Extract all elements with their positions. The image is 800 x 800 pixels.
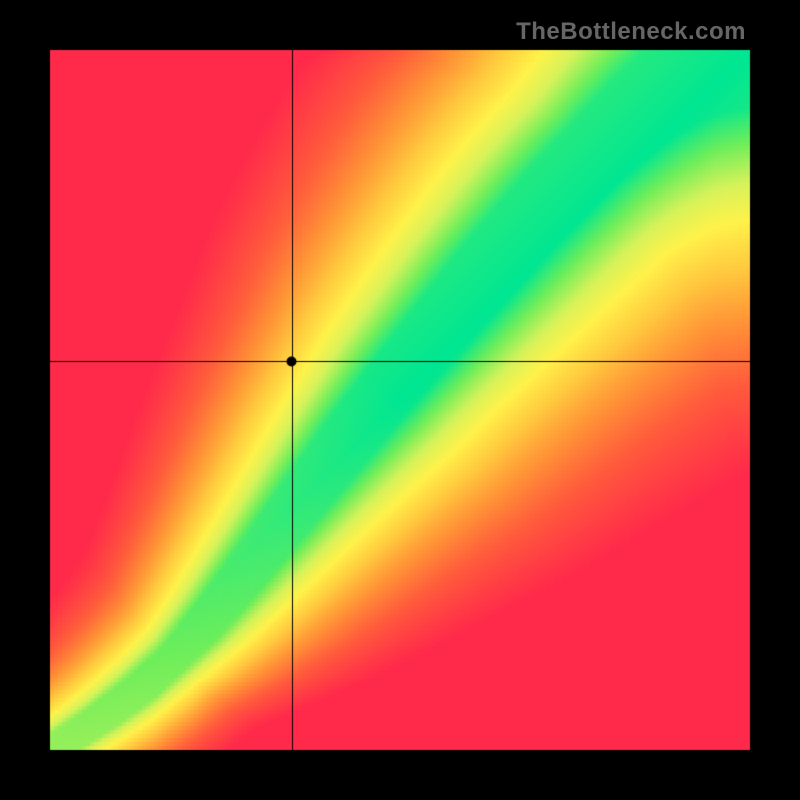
chart-container: TheBottleneck.com bbox=[0, 0, 800, 800]
bottleneck-heatmap-canvas bbox=[0, 0, 800, 800]
